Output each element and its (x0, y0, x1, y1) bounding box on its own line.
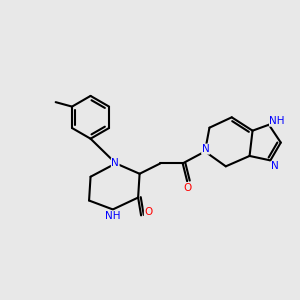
Text: NH: NH (269, 116, 285, 126)
Text: N: N (111, 158, 119, 168)
Text: N: N (271, 161, 279, 171)
Text: O: O (184, 183, 192, 193)
Text: O: O (144, 207, 153, 218)
Text: NH: NH (104, 211, 120, 221)
Text: N: N (202, 144, 209, 154)
